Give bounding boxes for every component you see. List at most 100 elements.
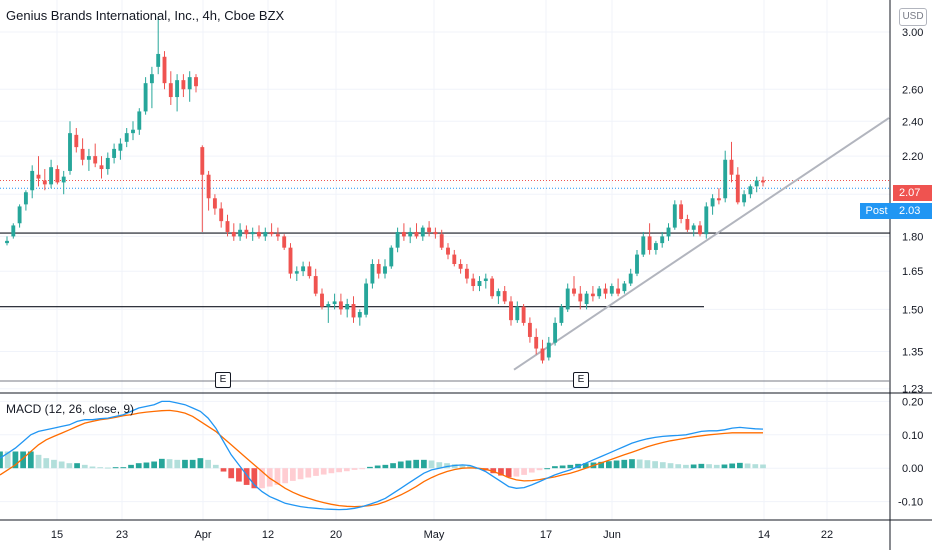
candle-body [219,208,224,222]
time-axis-tick-label: 12 [262,529,274,541]
candle-body [452,254,457,264]
macd-histogram-bar [621,459,628,469]
macd-histogram-bar [158,458,165,469]
macd-histogram-bar [605,461,612,469]
candle-body [131,129,135,134]
candle-body [17,206,22,224]
macd-axis-tick-label: 0.00 [902,463,923,475]
macd-histogram-bar [43,458,50,469]
macd-histogram-bar [382,464,389,469]
macd-histogram-bar [613,460,620,469]
candle-body [477,281,482,287]
candle-body [294,271,299,274]
macd-histogram-bar [359,468,366,470]
candle-body [515,306,520,321]
candle-body [244,229,249,235]
macd-histogram-bar [498,468,504,476]
time-axis-tick-label: Jun [603,529,621,541]
candle-body [275,234,280,237]
candle-body [414,231,419,237]
candle-body [389,247,394,267]
time-axis-tick-label: 15 [51,529,63,541]
chart-title: Genius Brands International, Inc., 4h, C… [6,8,285,23]
price-axis-tick-label: 2.40 [902,116,923,128]
macd-histogram-bar [174,459,181,469]
candle-body [609,286,614,294]
macd-histogram-bar [451,464,458,469]
macd-histogram-bar [629,459,635,469]
candle-body [250,231,255,235]
candle-body [490,278,495,297]
candle-body [420,227,425,237]
macd-axis-tick-label: -0.10 [898,497,923,509]
macd-histogram-bar [760,464,766,469]
macd-histogram-bar [737,462,743,469]
currency-badge[interactable]: USD [899,8,927,26]
macd-histogram-bar [413,459,420,469]
macd-histogram-bar [598,461,605,469]
price-axis-tick-label: 1.23 [902,384,923,396]
candle-body [30,170,35,191]
macd-histogram-bar [243,468,250,485]
macd-histogram-bar [135,463,142,469]
candle-body [553,322,558,343]
macd-histogram-bar [212,464,219,469]
macd-axis-tick-label: 0.10 [902,430,923,442]
macd-histogram-bar [143,462,150,469]
candle-body [357,312,362,318]
time-axis-tick-label: 22 [821,529,833,541]
macd-signal-line [0,409,763,508]
macd-histogram-bar [343,468,350,472]
macd-histogram-bar [128,464,134,469]
candle-body [364,283,369,315]
candle-body [74,134,79,148]
candle-body [616,288,621,294]
candle-body [307,266,312,277]
macd-histogram-bar [752,464,759,469]
candle-body [36,174,41,179]
last-price-tag: 2.07 [893,185,932,201]
candle-body [231,231,236,237]
candle-body [194,77,198,87]
time-axis-tick-label: 14 [758,529,770,541]
candle-body [93,156,98,164]
earnings-marker[interactable]: E [573,372,589,388]
candle-body [698,225,702,235]
candle-body [628,273,633,284]
candle-body [351,304,356,318]
earnings-marker[interactable]: E [215,372,231,388]
candle-body [175,80,180,98]
candle-body [754,180,759,187]
macd-histogram-bar [421,459,427,469]
macd-histogram-bar [636,459,643,469]
candle-body [376,263,381,274]
macd-histogram-bar [713,464,720,469]
macd-histogram-bar [721,464,728,469]
macd-histogram-bar [151,461,158,469]
candle-body [5,240,9,244]
candle-body [660,236,665,244]
macd-histogram-bar [698,463,705,469]
macd-axis-tick-label: 0.20 [902,396,923,408]
candle-body [483,278,488,282]
macd-histogram-bar [729,463,736,469]
macd-line [0,400,764,511]
candle-body [565,288,570,310]
macd-histogram-bar [744,463,751,469]
candle-body [68,133,72,171]
candle-body [704,206,709,235]
macd-histogram-bar [390,463,396,469]
candle-body [540,348,545,361]
candle-body [313,276,318,294]
macd-histogram-bar [228,468,235,479]
candle-body [685,218,690,230]
candle-body [546,342,551,358]
candle-body [99,165,104,170]
macd-histogram-bar [35,454,42,469]
macd-histogram-bar [313,468,319,476]
price-axis-tick-label: 3.00 [902,27,923,39]
macd-histogram-bar [444,463,450,469]
macd-histogram-bar [467,465,473,469]
macd-histogram-bar [66,463,73,469]
